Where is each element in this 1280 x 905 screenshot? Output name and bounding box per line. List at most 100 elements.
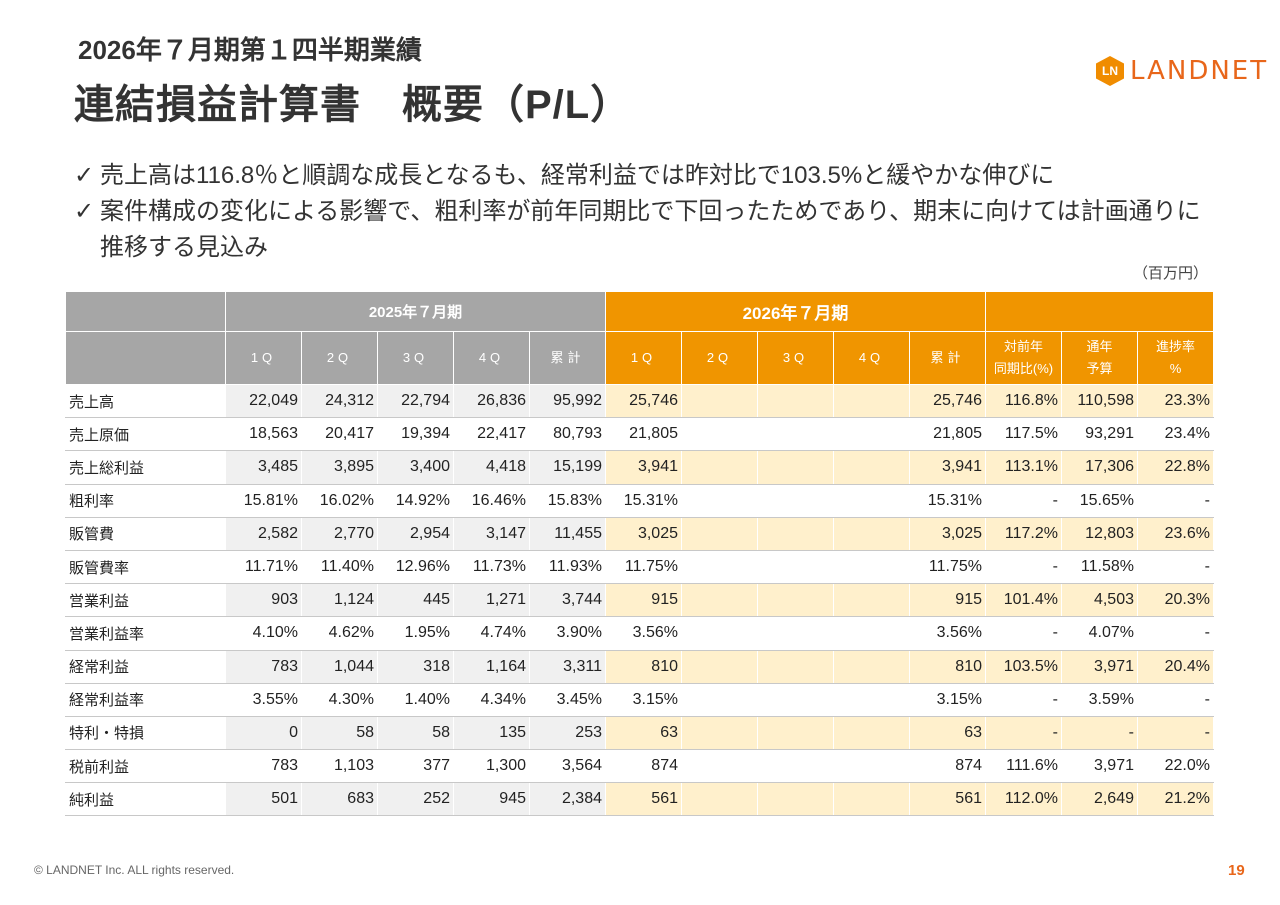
table-cell xyxy=(757,583,834,618)
table-cell: 20.4% xyxy=(1137,650,1214,684)
table-cell: 58 xyxy=(377,716,454,751)
table-cell: 253 xyxy=(529,716,606,751)
table-cell xyxy=(833,782,910,817)
table-cell: 22.0% xyxy=(1137,749,1214,784)
table-cell: 26,836 xyxy=(453,384,530,419)
copyright: © LANDNET Inc. ALL rights reserved. xyxy=(34,863,235,877)
column-header: 2Q xyxy=(301,331,378,385)
table-cell: 4.30% xyxy=(301,683,378,717)
landnet-logo: LN LANDNET xyxy=(1096,56,1268,86)
table-cell: 15,199 xyxy=(529,450,606,485)
table-cell xyxy=(681,484,758,518)
table-cell: 874 xyxy=(909,749,986,784)
table-cell: 15.65% xyxy=(1061,484,1138,518)
table-cell: 3,400 xyxy=(377,450,454,485)
table-cell xyxy=(833,716,910,751)
bullet-list: ✓ 売上高は116.8％と順調な成長となるも、経常利益では昨対比で103.5%と緩… xyxy=(74,158,1214,266)
table-cell: 3,744 xyxy=(529,583,606,618)
table-cell: - xyxy=(985,716,1062,751)
table-cell xyxy=(833,417,910,452)
table-cell xyxy=(681,749,758,784)
table-cell: 3,311 xyxy=(529,650,606,684)
table-cell: 11,455 xyxy=(529,517,606,551)
table-cell: 3,147 xyxy=(453,517,530,551)
table-cell: 58 xyxy=(301,716,378,751)
row-label: 経常利益 xyxy=(65,650,226,684)
table-cell: - xyxy=(1137,550,1214,585)
table-cell xyxy=(681,716,758,751)
table-cell: 12,803 xyxy=(1061,517,1138,551)
table-cell: 22.8% xyxy=(1137,450,1214,485)
table-cell: 21,805 xyxy=(909,417,986,452)
table-cell: - xyxy=(1137,484,1214,518)
column-header: 2Q xyxy=(681,331,758,385)
table-cell xyxy=(757,782,834,817)
table-cell xyxy=(757,384,834,419)
table-cell: 25,746 xyxy=(605,384,682,419)
table-cell: 561 xyxy=(605,782,682,817)
table-cell xyxy=(681,417,758,452)
table-cell: - xyxy=(985,683,1062,717)
table-cell: 3,895 xyxy=(301,450,378,485)
table-cell: 21.2% xyxy=(1137,782,1214,817)
table-row: 純利益 501 683 252 945 2,384 561 561 112.0% 2,649 21.… xyxy=(65,782,1214,817)
logo-text: LANDNET xyxy=(1130,56,1269,86)
table-cell: 903 xyxy=(225,583,302,618)
bullet-text: 案件構成の変化による影響で、粗利率が前年同期比で下回ったためであり、期末に向けて… xyxy=(100,198,1201,261)
page-number: 19 xyxy=(1228,862,1245,879)
row-label: 純利益 xyxy=(65,782,226,817)
table-cell: 683 xyxy=(301,782,378,817)
table-cell: 11.40% xyxy=(301,550,378,585)
header-blank xyxy=(65,291,226,332)
table-cell: 22,417 xyxy=(453,417,530,452)
table-cell xyxy=(757,650,834,684)
table-cell: 0 xyxy=(225,716,302,751)
table-cell: 4.34% xyxy=(453,683,530,717)
table-cell xyxy=(681,683,758,717)
table-cell: 22,794 xyxy=(377,384,454,419)
row-label: 経常利益率 xyxy=(65,683,226,717)
table-cell xyxy=(833,517,910,551)
table-cell: - xyxy=(985,484,1062,518)
column-header: 1Q xyxy=(605,331,682,385)
table-cell: 4,503 xyxy=(1061,583,1138,618)
table-cell: 11.93% xyxy=(529,550,606,585)
table-cell: 810 xyxy=(605,650,682,684)
table-cell: 810 xyxy=(909,650,986,684)
table-cell: 23.6% xyxy=(1137,517,1214,551)
table-cell: - xyxy=(1061,716,1138,751)
table-cell xyxy=(681,517,758,551)
table-cell: 17,306 xyxy=(1061,450,1138,485)
table-cell: 11.73% xyxy=(453,550,530,585)
table-cell: 22,049 xyxy=(225,384,302,419)
table-cell xyxy=(757,716,834,751)
table-cell xyxy=(681,384,758,419)
check-icon: ✓ xyxy=(74,162,95,189)
table-cell xyxy=(757,517,834,551)
table-row: 税前利益 783 1,103 377 1,300 3,564 874 874 111.6% 3,9… xyxy=(65,749,1214,784)
table-cell: 116.8% xyxy=(985,384,1062,419)
table-cell: 3,564 xyxy=(529,749,606,784)
table-cell: 3,025 xyxy=(909,517,986,551)
table-cell: 945 xyxy=(453,782,530,817)
slide-subtitle: 2026年７月期第１四半期業績 xyxy=(78,35,422,65)
slide-title: 連結損益計算書 概要（P/L） xyxy=(74,83,632,127)
row-label: 粗利率 xyxy=(65,484,226,518)
table-cell xyxy=(757,683,834,717)
table-cell: 1,164 xyxy=(453,650,530,684)
table-row: 売上総利益 3,485 3,895 3,400 4,418 15,199 3,941 3,94… xyxy=(65,450,1214,485)
table-cell xyxy=(833,450,910,485)
table-cell: 20.3% xyxy=(1137,583,1214,618)
table-cell: 11.75% xyxy=(909,550,986,585)
table-cell: 15.83% xyxy=(529,484,606,518)
table-cell: 377 xyxy=(377,749,454,784)
table-cell: 117.5% xyxy=(985,417,1062,452)
table-cell: 445 xyxy=(377,583,454,618)
row-label: 販管費率 xyxy=(65,550,226,585)
table-cell: 1,300 xyxy=(453,749,530,784)
table-cell: 93,291 xyxy=(1061,417,1138,452)
column-header: 4Q xyxy=(833,331,910,385)
table-cell: 135 xyxy=(453,716,530,751)
column-header: 累計 xyxy=(529,331,606,385)
unit-label: （百万円） xyxy=(1133,265,1209,282)
